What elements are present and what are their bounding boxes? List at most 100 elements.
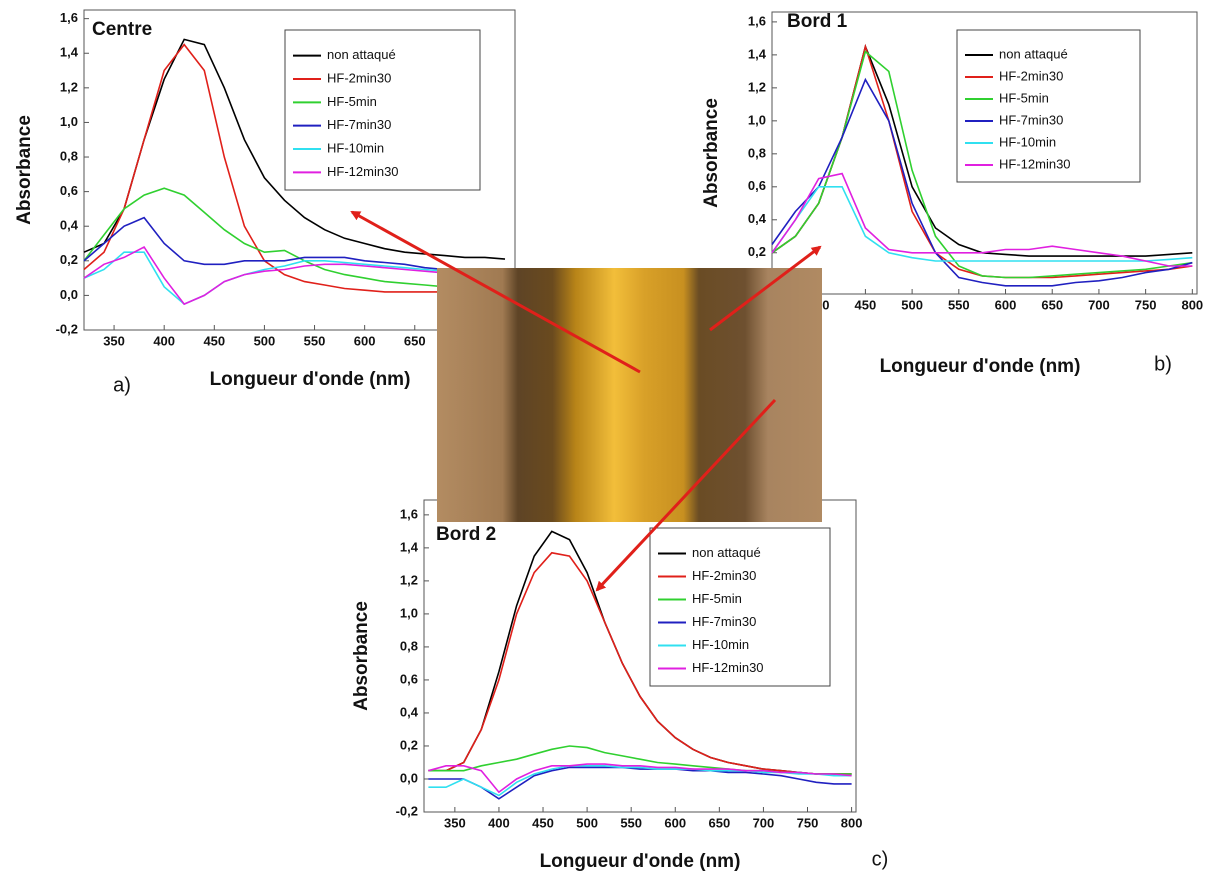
spectrum-line	[771, 186, 1193, 262]
arrow	[350, 210, 641, 374]
legend-label: HF-2min30	[327, 70, 391, 85]
y-axis-label: Absorbance	[351, 601, 372, 711]
y-tick-label: 0,6	[748, 178, 766, 193]
y-tick-label: 1,2	[400, 572, 418, 587]
x-tick-label: 350	[103, 333, 125, 348]
arrows	[350, 210, 822, 592]
x-tick-label: 600	[664, 815, 686, 830]
y-tick-label: 1,0	[400, 605, 418, 620]
x-tick-label: 750	[797, 815, 819, 830]
legend-label: HF-12min30	[999, 156, 1071, 171]
legend-label: non attaqué	[999, 46, 1068, 61]
y-tick-label: 1,4	[400, 539, 419, 554]
legend-label: HF-10min	[999, 134, 1056, 149]
y-tick-label: 0,2	[748, 244, 766, 259]
y-tick-label: 0,0	[60, 287, 78, 302]
y-tick-label: 1,6	[400, 506, 418, 521]
x-axis-label: Longueur d'onde (nm)	[210, 369, 411, 390]
y-tick-label: 1,2	[60, 79, 78, 94]
legend-label: HF-12min30	[692, 660, 764, 675]
y-tick-label: 1,6	[60, 10, 78, 25]
spectrum-line	[83, 251, 506, 306]
y-tick-label: 1,0	[60, 114, 78, 129]
x-tick-label: 450	[855, 297, 877, 312]
y-tick-label: 1,4	[60, 45, 79, 60]
spectrum-line	[771, 77, 1193, 287]
x-tick-label: 550	[620, 815, 642, 830]
x-tick-label: 700	[1088, 297, 1110, 312]
chart: -0,2 0,0 0,2 0,4 0,6 0,8 1,0 1,2 1,4 1,6 350 400 450…	[351, 499, 889, 872]
x-tick-label: 650	[404, 333, 426, 348]
spectrum-line	[428, 763, 852, 794]
legend-label: HF-7min30	[327, 117, 391, 132]
x-tick-label: 800	[841, 815, 863, 830]
legend-label: HF-2min30	[999, 68, 1063, 83]
x-tick-label: 550	[304, 333, 326, 348]
x-tick-label: 450	[203, 333, 225, 348]
y-tick-label: 0,8	[748, 145, 766, 160]
y-tick-label: 0,8	[60, 148, 78, 163]
x-tick-label: 800	[1181, 297, 1203, 312]
y-tick-label: 1,2	[748, 79, 766, 94]
x-tick-label: 500	[901, 297, 923, 312]
x-tick-label: 400	[488, 815, 510, 830]
x-tick-label: 750	[1135, 297, 1157, 312]
x-axis-label: Longueur d'onde (nm)	[880, 356, 1081, 377]
y-tick-label: 1,4	[748, 46, 767, 61]
y-tick-label: 0,8	[400, 638, 418, 653]
chart: -0,2 0,0 0,2 0,4 0,6 0,8 1,0 1,2 1,4 1,6 350 400 450…	[14, 9, 516, 396]
legend-label: HF-5min	[999, 90, 1049, 105]
spectrum-line	[428, 551, 852, 775]
photo	[437, 268, 822, 522]
y-tick-label: 0,0	[400, 770, 418, 785]
panel-label: b)	[1154, 353, 1172, 375]
y-tick-label: 0,4	[400, 704, 419, 719]
legend-label: non attaqué	[692, 545, 761, 560]
arrow	[595, 398, 777, 592]
y-tick-label: 1,6	[748, 13, 766, 28]
panel-label: a)	[113, 374, 131, 396]
chart: 0,20,40,60,81,01,21,41,64004505005506006…	[701, 11, 1203, 377]
spectrum-line	[83, 187, 506, 290]
y-tick-label: 0,4	[748, 211, 767, 226]
y-tick-label: 0,2	[60, 252, 78, 267]
legend: non attaqué HF-2min30 HF-5min HF-7min30 HF-1…	[956, 29, 1141, 183]
x-tick-label: 450	[532, 815, 554, 830]
legend-label: non attaqué	[327, 47, 396, 62]
x-tick-label: 500	[576, 815, 598, 830]
y-axis-label: Absorbance	[701, 98, 722, 208]
chart-title: Centre	[92, 19, 152, 40]
legend-label: HF-2min30	[692, 568, 756, 583]
legend-label: HF-10min	[692, 637, 749, 652]
x-tick-label: 350	[444, 815, 466, 830]
spectrum-line	[83, 38, 506, 260]
legend-label: HF-10min	[327, 140, 384, 155]
x-tick-label: 400	[153, 333, 175, 348]
legend-label: HF-7min30	[692, 614, 756, 629]
x-tick-label: 600	[995, 297, 1017, 312]
legend: non attaqué HF-2min30 HF-5min HF-7min30 HF-1…	[649, 527, 831, 687]
spectrum-line	[83, 216, 506, 276]
legend-label: HF-12min30	[327, 164, 399, 179]
y-axis-label: Absorbance	[14, 115, 35, 225]
y-tick-label: -0,2	[396, 803, 418, 818]
photo-image	[437, 268, 822, 522]
chart-title: Bord 1	[787, 11, 848, 32]
x-tick-label: 600	[354, 333, 376, 348]
x-axis-label: Longueur d'onde (nm)	[540, 851, 741, 872]
spectrum-line	[771, 172, 1193, 267]
x-tick-label: 500	[254, 333, 276, 348]
arrow	[709, 245, 822, 332]
y-tick-label: -0,2	[56, 321, 78, 336]
x-tick-label: 650	[708, 815, 730, 830]
legend: non attaqué HF-2min30 HF-5min HF-7min30 HF-1…	[284, 29, 481, 191]
legend-label: HF-5min	[692, 591, 742, 606]
y-tick-label: 1,0	[748, 112, 766, 127]
chart-title: Bord 2	[436, 524, 496, 545]
y-tick-label: 0,2	[400, 737, 418, 752]
x-tick-label: 700	[753, 815, 775, 830]
panel-label: c)	[872, 848, 889, 870]
legend-label: HF-5min	[327, 94, 377, 109]
y-tick-label: 0,6	[400, 671, 418, 686]
